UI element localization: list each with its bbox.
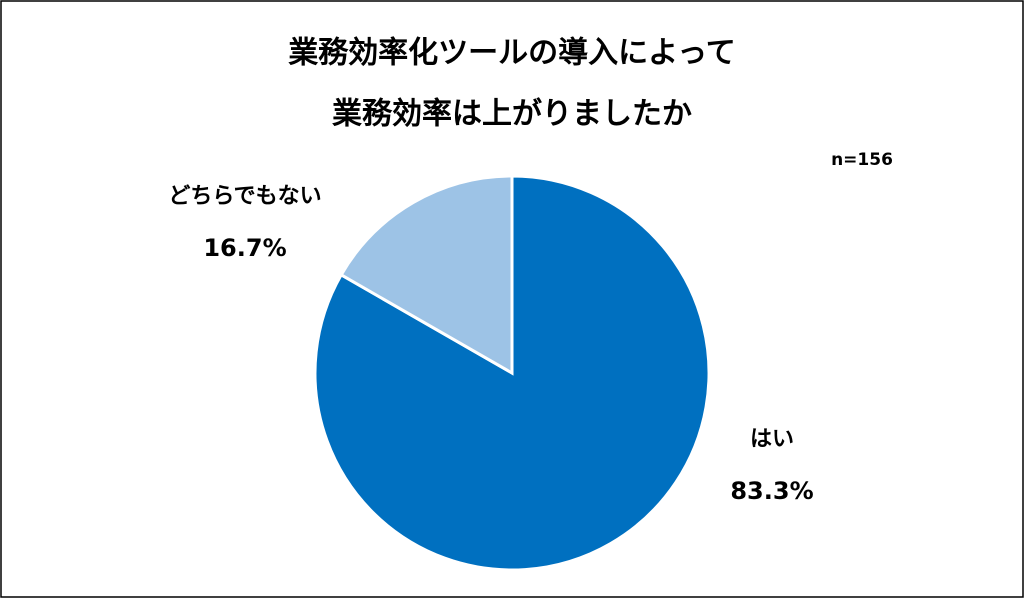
slice-label: どちらでもない [168, 184, 321, 209]
slice-label: はい [750, 427, 794, 452]
chart-title: 業務効率は上がりましたか [332, 97, 692, 132]
chart-title: 業務効率化ツールの導入によって [288, 36, 736, 71]
annotation: n=156 [831, 150, 893, 170]
value-label: 83.3% [730, 477, 813, 505]
value-label: 16.7% [203, 234, 286, 262]
pie-slice [313, 174, 711, 572]
pie-slice [339, 174, 514, 376]
